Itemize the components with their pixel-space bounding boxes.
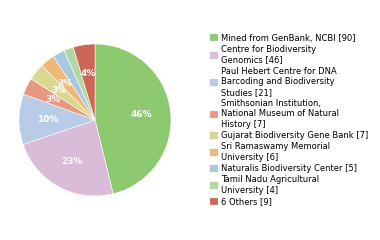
Legend: Mined from GenBank, NCBI [90], Centre for Biodiversity
Genomics [46], Paul Heber: Mined from GenBank, NCBI [90], Centre fo…: [209, 33, 369, 207]
Wedge shape: [73, 44, 95, 120]
Text: 23%: 23%: [62, 157, 83, 166]
Wedge shape: [95, 44, 171, 194]
Wedge shape: [24, 79, 95, 120]
Wedge shape: [53, 51, 95, 120]
Text: 46%: 46%: [131, 110, 153, 119]
Wedge shape: [31, 66, 95, 120]
Text: 3%: 3%: [58, 79, 73, 88]
Wedge shape: [42, 56, 95, 120]
Text: 10%: 10%: [37, 115, 59, 124]
Wedge shape: [23, 120, 113, 196]
Text: 3%: 3%: [45, 95, 60, 104]
Text: 4%: 4%: [81, 69, 96, 78]
Text: 3%: 3%: [51, 86, 66, 95]
Wedge shape: [19, 94, 95, 145]
Wedge shape: [64, 47, 95, 120]
